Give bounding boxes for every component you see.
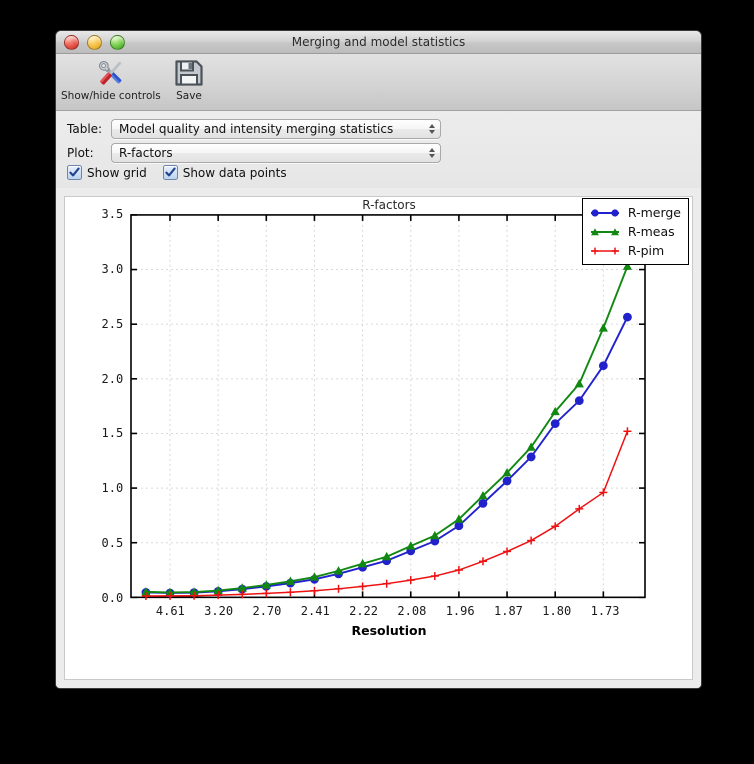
plot-card: R-factors 0.0 0.5 1.0 1.5 2.0 2.5 3.0 3.5 4.61 3.2… xyxy=(56,188,701,688)
legend-item: R-pim xyxy=(588,241,681,260)
controls-panel: Table: Model quality and intensity mergi… xyxy=(56,111,701,190)
toolbar: Show/hide controls Save xyxy=(56,54,701,111)
window-titlebar: Merging and model statistics xyxy=(56,31,701,54)
plot-label: Plot: xyxy=(67,146,94,160)
x-tick-label: 2.70 xyxy=(252,604,282,618)
r-factors-chart xyxy=(130,214,646,601)
plot-canvas: R-factors 0.0 0.5 1.0 1.5 2.0 2.5 3.0 3.5 4.61 3.2… xyxy=(64,196,693,680)
checkmark-icon xyxy=(67,165,82,180)
x-tick-label: 2.08 xyxy=(397,604,427,618)
y-tick-label: 0.0 xyxy=(101,591,124,605)
legend-item: R-merge xyxy=(588,203,681,222)
chevron-updown-icon xyxy=(429,124,435,134)
table-select[interactable]: Model quality and intensity merging stat… xyxy=(111,119,441,139)
show-data-points-label: Show data points xyxy=(182,165,287,180)
show-data-points-checkbox[interactable]: Show data points xyxy=(162,165,287,180)
y-tick-label: 2.5 xyxy=(101,316,124,331)
window-title: Merging and model statistics xyxy=(291,35,466,49)
x-tick-label: 3.20 xyxy=(204,604,234,618)
x-tick-label: 2.22 xyxy=(349,604,378,618)
x-tick-label: 4.61 xyxy=(155,604,185,618)
tools-icon xyxy=(61,56,161,89)
minimize-button[interactable] xyxy=(87,35,102,50)
window-controls xyxy=(64,35,125,50)
legend-label: R-meas xyxy=(627,224,675,239)
y-tick-label: 3.0 xyxy=(101,261,124,276)
checkbox-group: Show grid Show data points xyxy=(67,165,287,180)
show-grid-label: Show grid xyxy=(87,165,147,180)
table-label: Table: xyxy=(67,122,103,136)
plot-select-value: R-factors xyxy=(119,146,173,160)
y-tick-label: 3.5 xyxy=(101,207,124,221)
legend-label: R-pim xyxy=(627,243,665,258)
chart-title: R-factors xyxy=(362,198,416,212)
zoom-button[interactable] xyxy=(110,35,125,50)
chart-legend: R-merge R-meas R-pim xyxy=(581,198,689,265)
x-tick-label: 1.96 xyxy=(445,604,475,618)
app-window: Merging and model statistics xyxy=(55,30,702,689)
y-tick-label: 2.0 xyxy=(101,371,124,386)
legend-swatch-triangle-icon xyxy=(590,227,619,235)
save-button[interactable]: Save xyxy=(174,56,204,102)
y-tick-label: 1.0 xyxy=(101,481,124,496)
floppy-disk-icon xyxy=(174,56,204,89)
y-tick-label: 0.5 xyxy=(101,536,124,551)
table-row: Table: Model quality and intensity mergi… xyxy=(67,119,441,139)
show-grid-checkbox[interactable]: Show grid xyxy=(67,165,147,180)
x-tick-label: 1.87 xyxy=(494,604,523,618)
plot-select[interactable]: R-factors xyxy=(111,143,441,163)
table-select-value: Model quality and intensity merging stat… xyxy=(119,122,394,136)
y-tick-label: 1.5 xyxy=(101,426,124,441)
legend-swatch-plus-icon xyxy=(590,247,619,254)
x-tick-label: 2.41 xyxy=(300,604,330,618)
close-button[interactable] xyxy=(64,35,79,50)
legend-label: R-merge xyxy=(627,205,681,220)
x-tick-label: 1.80 xyxy=(542,604,572,618)
legend-swatch-circle-icon xyxy=(590,208,619,217)
show-hide-controls-button[interactable]: Show/hide controls xyxy=(61,56,161,102)
save-label: Save xyxy=(176,90,202,102)
x-tick-label: 1.73 xyxy=(590,604,620,618)
show-hide-controls-label: Show/hide controls xyxy=(61,90,161,102)
chevron-updown-icon xyxy=(429,148,435,158)
checkmark-icon xyxy=(162,165,178,180)
plot-row: Plot: R-factors xyxy=(67,143,441,163)
legend-item: R-meas xyxy=(588,222,681,241)
x-axis-title: Resolution xyxy=(351,623,427,638)
